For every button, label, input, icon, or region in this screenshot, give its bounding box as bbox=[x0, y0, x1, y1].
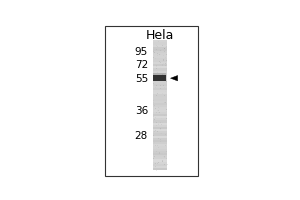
Bar bbox=[153, 162, 166, 164]
Bar bbox=[153, 92, 166, 94]
Bar bbox=[153, 151, 166, 153]
Text: 28: 28 bbox=[135, 131, 148, 141]
Bar bbox=[153, 114, 166, 116]
Bar bbox=[153, 94, 166, 97]
Bar bbox=[153, 146, 166, 149]
Text: Hela: Hela bbox=[146, 29, 174, 42]
Bar bbox=[153, 45, 166, 47]
Bar bbox=[153, 40, 166, 170]
Bar bbox=[153, 51, 166, 53]
Bar bbox=[153, 97, 166, 99]
Bar bbox=[153, 68, 166, 71]
Bar bbox=[153, 107, 166, 110]
Bar bbox=[153, 86, 166, 88]
Text: 36: 36 bbox=[135, 106, 148, 116]
Bar bbox=[153, 40, 166, 42]
Bar bbox=[153, 73, 166, 75]
Bar bbox=[153, 73, 166, 75]
Text: 72: 72 bbox=[135, 60, 148, 70]
Polygon shape bbox=[170, 75, 178, 81]
Bar bbox=[153, 159, 166, 162]
Bar bbox=[153, 75, 166, 81]
Bar bbox=[153, 131, 166, 133]
Bar bbox=[153, 81, 166, 84]
Bar bbox=[153, 101, 166, 103]
Bar bbox=[153, 110, 166, 112]
Bar bbox=[153, 118, 166, 120]
Bar bbox=[153, 103, 166, 105]
Bar bbox=[153, 166, 166, 168]
Bar bbox=[153, 168, 166, 170]
Bar bbox=[153, 60, 166, 62]
Bar bbox=[153, 164, 166, 166]
Bar bbox=[153, 155, 166, 157]
Bar bbox=[153, 129, 166, 131]
Bar bbox=[153, 58, 166, 60]
Bar bbox=[153, 88, 166, 90]
Bar bbox=[153, 157, 166, 159]
Bar bbox=[153, 120, 166, 123]
Bar bbox=[153, 49, 166, 51]
Bar bbox=[153, 99, 166, 101]
Bar bbox=[153, 64, 166, 66]
Text: 95: 95 bbox=[135, 47, 148, 57]
Bar bbox=[153, 84, 166, 86]
Bar bbox=[153, 116, 166, 118]
Bar bbox=[105, 26, 198, 176]
Bar bbox=[153, 140, 166, 142]
Bar bbox=[153, 79, 166, 81]
Bar bbox=[153, 42, 166, 45]
Bar bbox=[153, 133, 166, 136]
Bar bbox=[153, 55, 166, 58]
Bar bbox=[153, 123, 166, 125]
Bar bbox=[153, 71, 166, 73]
Bar bbox=[153, 153, 166, 155]
Bar bbox=[153, 90, 166, 92]
Bar bbox=[153, 105, 166, 107]
Bar bbox=[153, 62, 166, 64]
Bar bbox=[153, 112, 166, 114]
Text: 55: 55 bbox=[135, 74, 148, 84]
Bar bbox=[153, 144, 166, 146]
Bar bbox=[153, 53, 166, 55]
Bar bbox=[153, 136, 166, 138]
Bar bbox=[153, 47, 166, 49]
Bar bbox=[153, 125, 166, 127]
Bar bbox=[153, 149, 166, 151]
Bar bbox=[153, 127, 166, 129]
Bar bbox=[153, 75, 166, 77]
Bar bbox=[153, 77, 166, 79]
Bar bbox=[153, 138, 166, 140]
Bar bbox=[153, 142, 166, 144]
Bar bbox=[153, 66, 166, 68]
